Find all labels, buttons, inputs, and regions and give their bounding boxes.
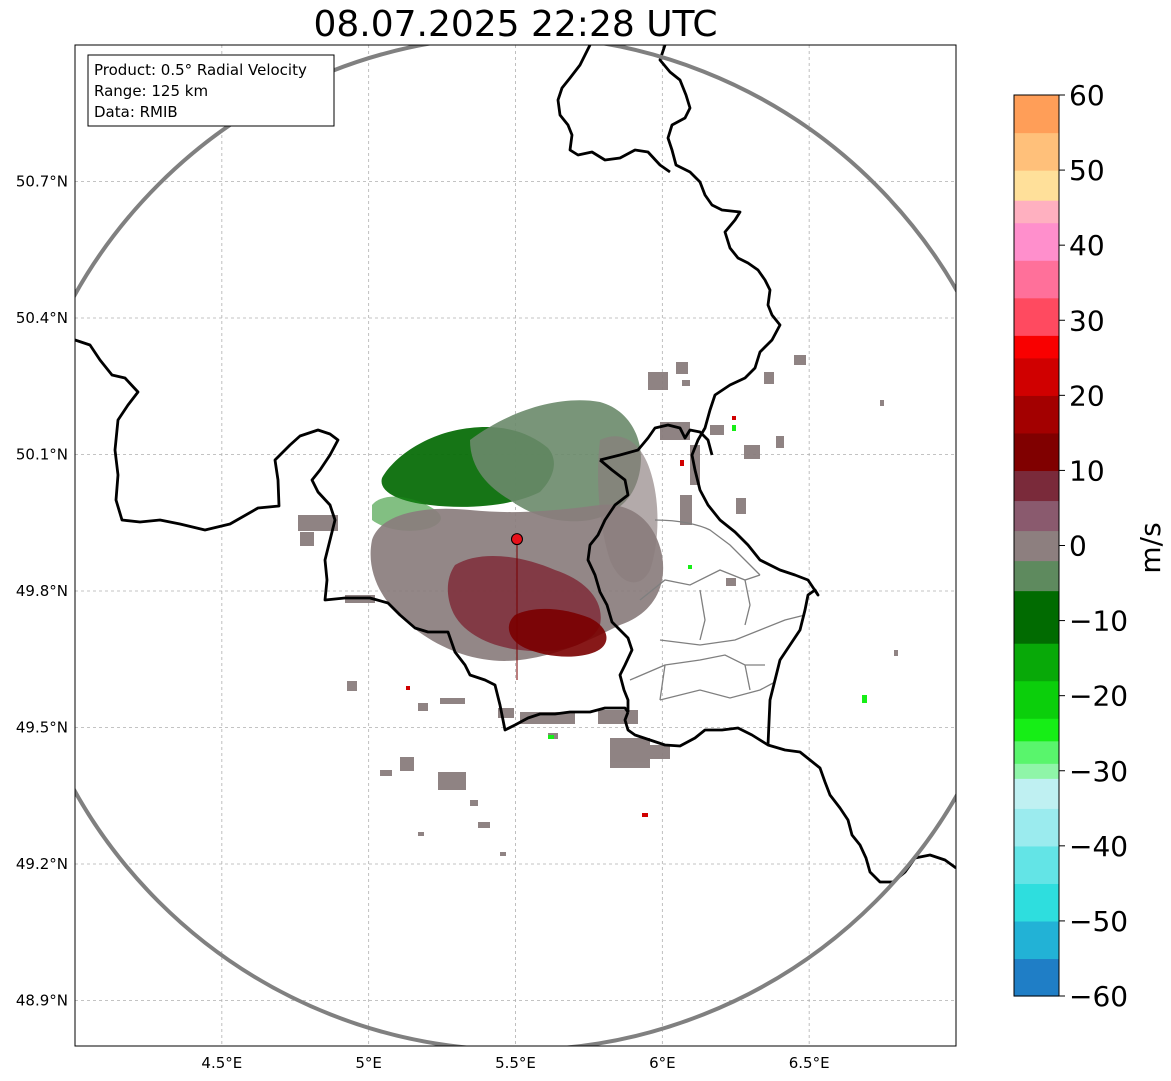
latitude-tick-labels: 50.7°N 50.4°N 50.1°N 49.8°N 49.5°N 49.2°N 48.9… [16,173,68,1010]
info-product: Product: 0.5° Radial Velocity [94,61,307,79]
border-be-lux-inner [586,458,634,712]
border-lux-east [658,45,820,746]
map-frame [74,44,957,1047]
lon-tick-label: 6°E [649,1054,676,1072]
border-fr-be-west [75,338,630,732]
lat-tick-label: 50.4°N [16,309,68,327]
echo-bright-green-pixels [548,425,867,739]
map-title: 08.07.2025 22:28 UTC [313,4,718,45]
lat-tick-label: 48.9°N [16,992,68,1010]
lat-tick-label: 50.7°N [16,173,68,191]
admin-borders [629,519,806,701]
lat-tick-label: 49.5°N [16,719,68,737]
lon-tick-label: 5.5°E [495,1054,536,1072]
lon-tick-label: 6.5°E [789,1054,830,1072]
echo-red-pixels [406,416,736,817]
info-data: Data: RMIB [94,103,178,121]
lon-tick-label: 4.5°E [201,1054,242,1072]
echo-grey-green-zero [470,400,641,522]
lat-tick-label: 49.2°N [16,855,68,873]
border-lux-west [623,711,956,884]
national-borders [75,45,956,884]
info-box: Product: 0.5° Radial Velocity Range: 125… [87,54,335,127]
info-range: Range: 125 km [94,82,208,100]
lat-tick-label: 50.1°N [16,446,68,464]
lat-tick-label: 49.8°N [16,582,68,600]
radar-site-marker [510,533,523,546]
echo-grey-east [598,436,658,583]
border-be-nl-north [556,45,671,174]
border-be-lux-north [599,423,714,462]
lon-tick-label: 5°E [355,1054,382,1072]
longitude-tick-labels: 4.5°E 5°E 5.5°E 6°E 6.5°E [201,1054,829,1072]
echo-darkred-outbound [508,608,607,657]
info-box-frame [87,54,335,127]
